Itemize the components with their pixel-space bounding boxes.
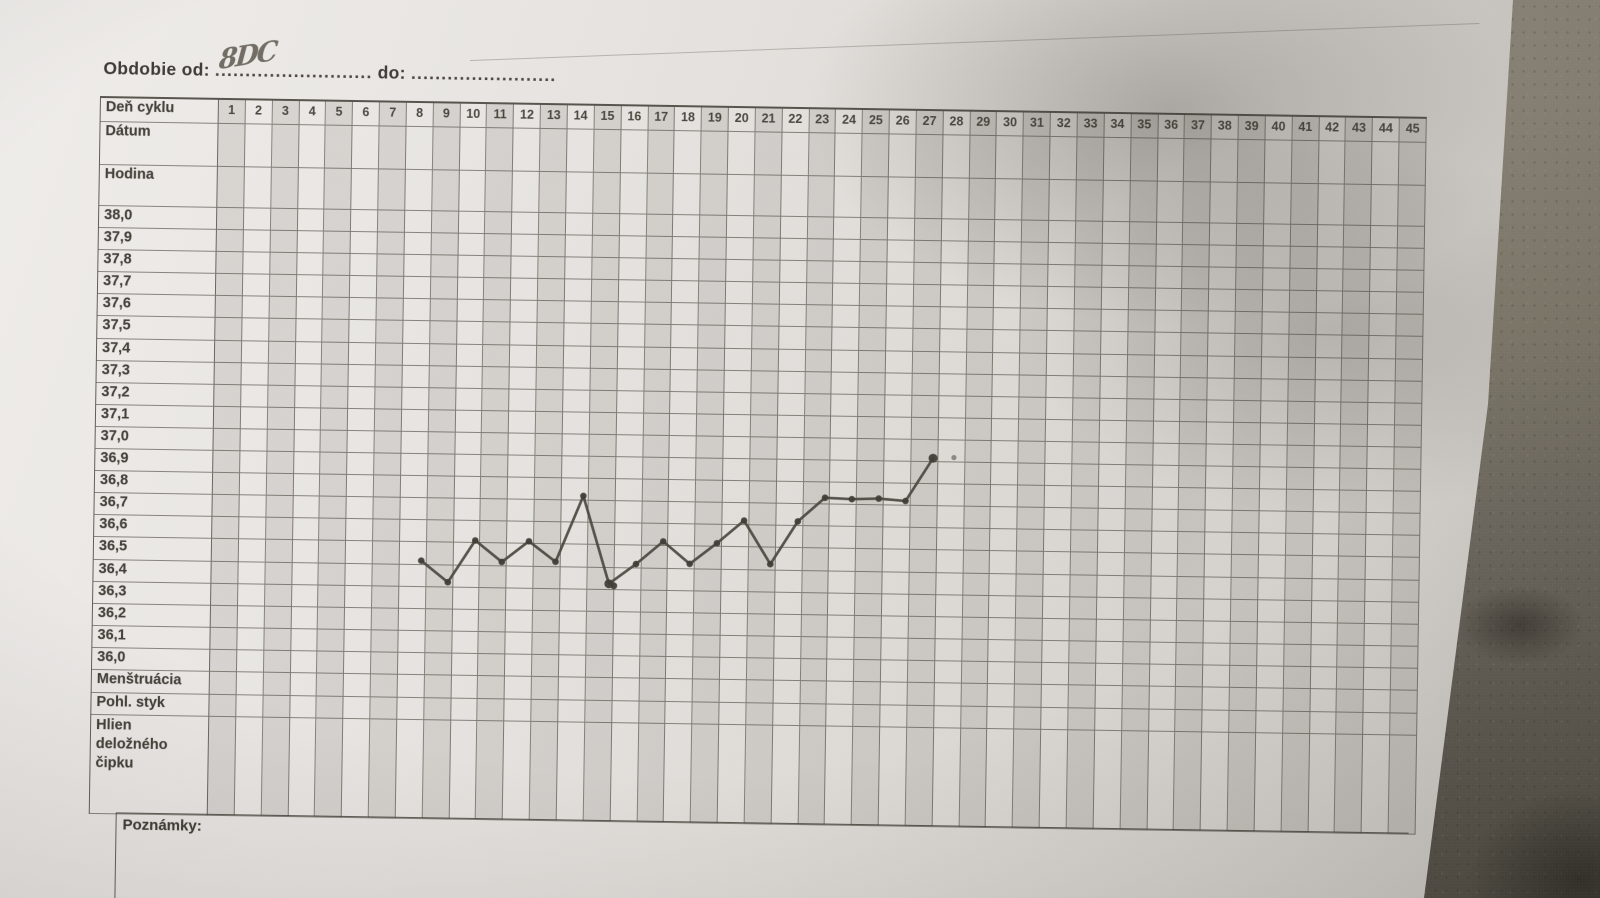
temperature-dot [902,497,909,505]
temperature-dot [471,537,479,544]
temperature-dot [552,558,559,566]
temperature-dot [659,538,667,545]
temperature-dot [713,539,721,547]
temperature-dot [525,537,533,545]
period-header: Obdobie od: .......................... d… [103,58,556,86]
temperature-dot [875,495,883,502]
temperature-dot [928,453,938,463]
period-to-dotted-line: ........................ [410,62,557,86]
temperature-dot [848,495,856,503]
temperature-dot [498,558,506,566]
tabletop-shadow-smudge [1455,585,1585,665]
temperature-dot [417,557,425,564]
temperature-dot [686,560,694,568]
temperature-polyline [419,456,935,586]
temperature-dot [766,560,774,568]
temperature-curve [417,453,957,590]
notes-label: Poznámky: [122,816,202,835]
faint-temperature-dot [951,454,957,461]
period-label: Obdobie od: [103,58,210,80]
temperature-dot [632,560,640,568]
temperature-dot [821,494,829,502]
temperature-dot [794,518,802,525]
temperature-dot [444,578,452,586]
temperature-dot [580,492,587,500]
temperature-dot [610,582,618,590]
period-to-label: do: [377,62,406,83]
temperature-dot [740,517,748,524]
